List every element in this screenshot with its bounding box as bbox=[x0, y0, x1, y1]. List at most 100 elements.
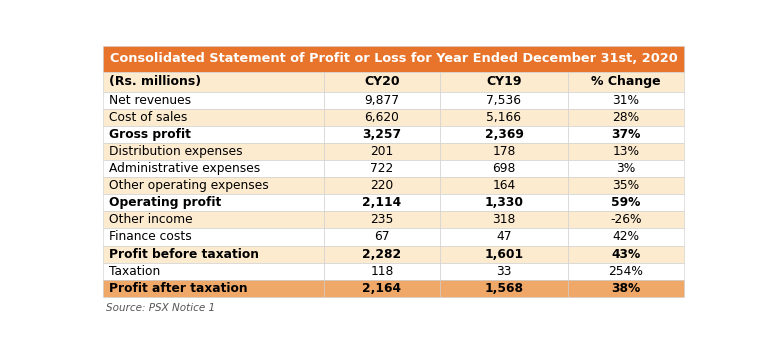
Text: 38%: 38% bbox=[611, 282, 641, 295]
Text: 28%: 28% bbox=[612, 111, 640, 124]
Bar bbox=[324, 263, 440, 280]
Bar bbox=[568, 280, 684, 297]
Text: 13%: 13% bbox=[612, 145, 640, 158]
Bar bbox=[440, 143, 568, 160]
Text: Administrative expenses: Administrative expenses bbox=[109, 162, 260, 175]
Text: -26%: -26% bbox=[611, 213, 642, 226]
Bar bbox=[440, 246, 568, 263]
Text: 7,536: 7,536 bbox=[486, 94, 521, 107]
Text: Source: PSX Notice 1: Source: PSX Notice 1 bbox=[106, 303, 215, 313]
Bar bbox=[103, 46, 684, 71]
Text: 178: 178 bbox=[492, 145, 515, 158]
Text: 1,601: 1,601 bbox=[485, 247, 524, 260]
Text: 2,369: 2,369 bbox=[485, 128, 524, 141]
Text: 5,166: 5,166 bbox=[486, 111, 521, 124]
Bar bbox=[568, 263, 684, 280]
Text: 1,568: 1,568 bbox=[485, 282, 524, 295]
Text: Profit before taxation: Profit before taxation bbox=[109, 247, 259, 260]
Text: 1,330: 1,330 bbox=[485, 196, 524, 209]
Bar bbox=[440, 160, 568, 177]
Bar bbox=[103, 109, 324, 126]
Text: 31%: 31% bbox=[612, 94, 640, 107]
Text: Operating profit: Operating profit bbox=[109, 196, 221, 209]
Bar bbox=[440, 92, 568, 109]
Text: 59%: 59% bbox=[611, 196, 641, 209]
Bar bbox=[568, 177, 684, 194]
Text: 3,257: 3,257 bbox=[362, 128, 402, 141]
Bar bbox=[568, 92, 684, 109]
Text: Taxation: Taxation bbox=[109, 265, 161, 278]
Bar bbox=[324, 211, 440, 228]
Bar bbox=[324, 194, 440, 211]
Text: 118: 118 bbox=[370, 265, 394, 278]
Bar bbox=[440, 228, 568, 246]
Bar bbox=[568, 126, 684, 143]
Text: 33: 33 bbox=[496, 265, 511, 278]
Bar bbox=[568, 71, 684, 92]
Text: Net revenues: Net revenues bbox=[109, 94, 191, 107]
Text: 220: 220 bbox=[370, 179, 394, 192]
Text: 235: 235 bbox=[370, 213, 394, 226]
Text: 722: 722 bbox=[370, 162, 394, 175]
Bar bbox=[440, 109, 568, 126]
Bar bbox=[324, 280, 440, 297]
Bar bbox=[568, 109, 684, 126]
Bar bbox=[324, 177, 440, 194]
Text: 2,282: 2,282 bbox=[362, 247, 402, 260]
Bar bbox=[324, 246, 440, 263]
Bar bbox=[103, 280, 324, 297]
Bar bbox=[440, 71, 568, 92]
Text: 164: 164 bbox=[492, 179, 515, 192]
Bar bbox=[103, 194, 324, 211]
Bar bbox=[324, 109, 440, 126]
Bar bbox=[324, 143, 440, 160]
Bar bbox=[568, 211, 684, 228]
Bar bbox=[440, 280, 568, 297]
Text: 3%: 3% bbox=[617, 162, 636, 175]
Bar bbox=[568, 194, 684, 211]
Text: 318: 318 bbox=[492, 213, 515, 226]
Bar bbox=[440, 211, 568, 228]
Bar bbox=[568, 160, 684, 177]
Text: 67: 67 bbox=[374, 231, 389, 244]
Text: Cost of sales: Cost of sales bbox=[109, 111, 187, 124]
Bar bbox=[103, 228, 324, 246]
Bar bbox=[324, 228, 440, 246]
Bar bbox=[103, 160, 324, 177]
Bar bbox=[103, 246, 324, 263]
Text: CY20: CY20 bbox=[364, 75, 400, 88]
Bar bbox=[324, 160, 440, 177]
Text: Other operating expenses: Other operating expenses bbox=[109, 179, 269, 192]
Bar bbox=[440, 126, 568, 143]
Bar bbox=[103, 177, 324, 194]
Text: Other income: Other income bbox=[109, 213, 193, 226]
Text: (Rs. millions): (Rs. millions) bbox=[109, 75, 201, 88]
Bar bbox=[440, 177, 568, 194]
Text: Distribution expenses: Distribution expenses bbox=[109, 145, 243, 158]
Text: 42%: 42% bbox=[612, 231, 640, 244]
Text: Consolidated Statement of Profit or Loss for Year Ended December 31st, 2020: Consolidated Statement of Profit or Loss… bbox=[110, 52, 677, 65]
Bar bbox=[440, 194, 568, 211]
Text: 254%: 254% bbox=[608, 265, 644, 278]
Bar bbox=[103, 71, 324, 92]
Text: 2,114: 2,114 bbox=[362, 196, 402, 209]
Text: 9,877: 9,877 bbox=[365, 94, 399, 107]
Bar bbox=[568, 228, 684, 246]
Bar bbox=[324, 92, 440, 109]
Text: 698: 698 bbox=[492, 162, 515, 175]
Text: 37%: 37% bbox=[611, 128, 641, 141]
Bar bbox=[103, 263, 324, 280]
Text: 201: 201 bbox=[370, 145, 394, 158]
Bar bbox=[103, 211, 324, 228]
Bar bbox=[440, 263, 568, 280]
Text: CY19: CY19 bbox=[486, 75, 521, 88]
Bar bbox=[568, 143, 684, 160]
Text: % Change: % Change bbox=[591, 75, 660, 88]
Bar bbox=[324, 126, 440, 143]
Text: Profit after taxation: Profit after taxation bbox=[109, 282, 248, 295]
Text: 2,164: 2,164 bbox=[362, 282, 402, 295]
Bar bbox=[324, 71, 440, 92]
Text: 6,620: 6,620 bbox=[365, 111, 399, 124]
Text: 43%: 43% bbox=[611, 247, 641, 260]
Bar bbox=[103, 143, 324, 160]
